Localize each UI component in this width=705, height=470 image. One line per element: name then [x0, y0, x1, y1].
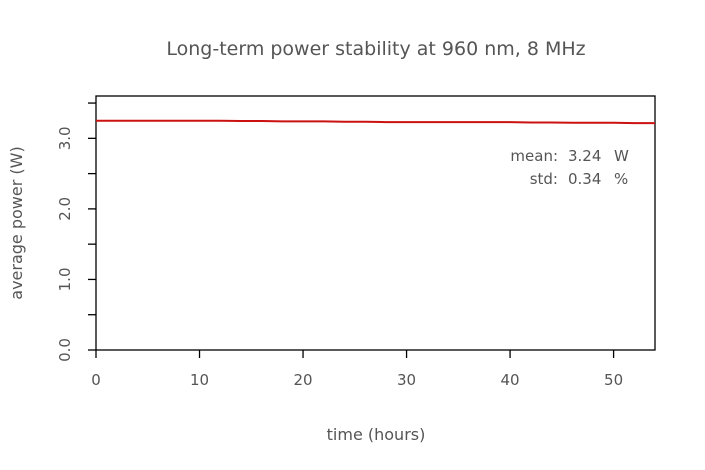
mean-value: 3.24 — [568, 147, 601, 165]
std-unit: % — [614, 170, 628, 188]
std-value: 0.34 — [568, 170, 601, 188]
y-tick-label: 0.0 — [56, 338, 74, 362]
y-tick-label: 3.0 — [56, 126, 74, 150]
y-tick-label: 2.0 — [56, 197, 74, 221]
plot-frame — [95, 95, 656, 351]
power-series-line — [96, 119, 655, 125]
x-tick-label: 10 — [190, 371, 209, 389]
chart-title: Long-term power stability at 960 nm, 8 M… — [166, 38, 585, 60]
std-label: std: — [530, 170, 558, 188]
x-tick-label: 40 — [501, 371, 520, 389]
x-tick-label: 0 — [91, 371, 101, 389]
y-axis: 0.0 1.0 2.0 3.0 — [56, 102, 96, 362]
x-axis: 0 10 20 30 40 50 — [91, 350, 623, 389]
x-tick-label: 20 — [293, 371, 312, 389]
x-axis-label: time (hours) — [327, 425, 426, 444]
x-tick-label: 50 — [604, 371, 623, 389]
stats-annotation: mean: 3.24 W std: 0.34 % — [510, 147, 629, 188]
y-axis-label: average power (W) — [7, 146, 26, 299]
y-tick-label: 1.0 — [56, 268, 74, 292]
x-tick-label: 30 — [397, 371, 416, 389]
mean-unit: W — [614, 147, 629, 165]
mean-label: mean: — [510, 147, 558, 165]
